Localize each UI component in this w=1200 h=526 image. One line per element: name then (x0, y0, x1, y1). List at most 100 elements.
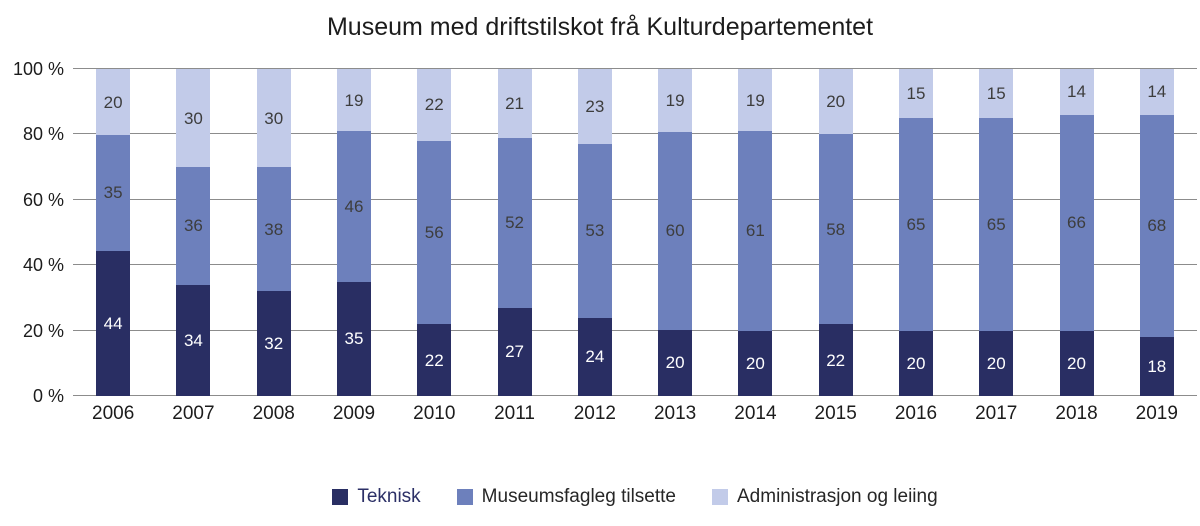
segment-teknisk-2008: 32 (256, 291, 291, 396)
x-axis-label-2013: 2013 (653, 403, 697, 424)
segment-museumsfagleg-tilsette-2014: 61 (738, 131, 773, 331)
x-axis-label-2017: 2017 (975, 403, 1018, 424)
segment-teknisk-2018: 20 (1059, 330, 1094, 396)
y-axis-label-20: 20 % (22, 320, 64, 341)
segment-administrasjon-og-leiing-2006: 20 (96, 69, 131, 136)
segment-administrasjon-og-leiing-2014: 19 (738, 69, 773, 132)
segment-museumsfagleg-tilsette-2012: 53 (577, 144, 612, 318)
segment-administrasjon-og-leiing-2019: 14 (1139, 69, 1174, 115)
segment-administrasjon-og-leiing-2018: 14 (1059, 69, 1094, 115)
x-axis-label-2007: 2007 (172, 403, 215, 424)
segment-museumsfagleg-tilsette-2007: 36 (176, 167, 211, 285)
segment-teknisk-2019: 18 (1139, 337, 1174, 396)
stacked-bar-2018: 14 66 20 (1059, 69, 1094, 396)
legend-item-museumsfagleg-tilsette: Museumsfagleg tilsette (456, 486, 676, 508)
segment-administrasjon-og-leiing-2016: 15 (898, 69, 933, 119)
legend-label-museumsfagleg-tilsette: Museumsfagleg tilsette (481, 486, 676, 507)
segment-teknisk-2011: 27 (497, 307, 532, 396)
x-axis-label-2011: 2011 (494, 403, 535, 424)
bar-column-2018: 14 66 20 (1036, 69, 1116, 396)
stacked-bar-2019: 14 68 18 (1139, 69, 1174, 396)
x-axis-label-2010: 2010 (413, 403, 456, 424)
x-axis-label-2014: 2014 (734, 403, 777, 424)
stacked-bar-2009: 19 46 35 (336, 69, 371, 396)
x-axis-label-2018: 2018 (1055, 403, 1098, 424)
bars-layer: 20 35 44 30 36 34 30 38 32 19 46 35 22 56 22 21 52 27 23 53… (73, 69, 1197, 396)
segment-administrasjon-og-leiing-2017: 15 (979, 69, 1014, 119)
stacked-bar-2008: 30 38 32 (256, 69, 291, 396)
stacked-bar-2017: 15 65 20 (979, 69, 1014, 396)
y-axis-label-0: 0 % (32, 386, 64, 406)
segment-administrasjon-og-leiing-2015: 20 (818, 69, 853, 135)
segment-teknisk-2009: 35 (336, 281, 371, 396)
stacked-bar-2006: 20 35 44 (96, 69, 131, 396)
segment-museumsfagleg-tilsette-2015: 58 (818, 134, 853, 325)
stacked-bar-2011: 21 52 27 (497, 69, 532, 396)
segment-museumsfagleg-tilsette-2013: 60 (658, 131, 693, 330)
segment-museumsfagleg-tilsette-2011: 52 (497, 137, 532, 308)
segment-teknisk-2016: 20 (898, 330, 933, 396)
stacked-bar-2015: 20 58 22 (818, 69, 853, 396)
y-axis-label-100: 100 % (12, 59, 64, 79)
gridline-40 (73, 264, 1197, 266)
segment-museumsfagleg-tilsette-2006: 35 (96, 135, 131, 251)
bar-column-2019: 14 68 18 (1117, 69, 1197, 396)
y-axis-label-60: 60 % (22, 189, 64, 210)
legend-swatch-teknisk (332, 489, 349, 505)
x-axis-label-2006: 2006 (92, 403, 135, 424)
gridline-100 (73, 68, 1197, 69)
plot-area: 0 % 20 % 40 % 60 % 80 % 100 % 20 35 44 30 36 34 30 3… (13, 60, 1197, 405)
segment-administrasjon-og-leiing-2007: 30 (176, 69, 211, 168)
segment-teknisk-2013: 20 (658, 329, 693, 396)
x-axis-label-2019: 2019 (1135, 403, 1178, 424)
gridline-80 (73, 133, 1197, 135)
stacked-bar-2013: 19 60 20 (658, 69, 693, 396)
segment-museumsfagleg-tilsette-2009: 46 (336, 131, 371, 282)
legend-item-teknisk: Teknisk (332, 486, 421, 508)
bar-column-2007: 30 36 34 (153, 69, 233, 396)
x-axis-label-2012: 2012 (573, 403, 616, 424)
segment-teknisk-2012: 24 (577, 317, 612, 396)
stacked-bar-2016: 15 65 20 (898, 69, 933, 396)
bar-column-2014: 19 61 20 (715, 69, 795, 396)
chart-title: Museum med driftstilskot frå Kulturdepar… (326, 13, 874, 41)
bar-column-2008: 30 38 32 (234, 69, 314, 396)
x-axis-label-2016: 2016 (894, 403, 938, 424)
segment-administrasjon-og-leiing-2010: 22 (417, 69, 452, 141)
legend-label-teknisk: Teknisk (357, 486, 421, 507)
gridline-20 (73, 329, 1197, 331)
legend-label-administrasjon-og-leiing: Administrasjon og leiing (737, 486, 938, 507)
bar-column-2010: 22 56 22 (394, 69, 474, 396)
segment-museumsfagleg-tilsette-2010: 56 (417, 140, 452, 325)
legend-swatch-administrasjon-og-leiing (712, 489, 728, 505)
x-axis: 2006 2007 2008 2009 2010 2011 2012 2013 2014 2015… (73, 403, 1197, 425)
gridline-60 (73, 198, 1197, 200)
segment-teknisk-2007: 34 (176, 284, 211, 396)
y-axis-label-40: 40 % (22, 255, 64, 276)
segment-administrasjon-og-leiing-2008: 30 (256, 69, 291, 168)
x-axis-label-2009: 2009 (332, 403, 376, 424)
bar-column-2012: 23 53 24 (555, 69, 635, 396)
segment-teknisk-2006: 44 (96, 250, 131, 396)
stacked-bar-2007: 30 36 34 (176, 69, 211, 396)
segment-museumsfagleg-tilsette-2019: 68 (1139, 114, 1174, 338)
segment-administrasjon-og-leiing-2013: 19 (658, 69, 693, 132)
bar-column-2017: 15 65 20 (956, 69, 1036, 396)
segment-teknisk-2014: 20 (738, 330, 773, 396)
segment-administrasjon-og-leiing-2012: 23 (577, 69, 612, 145)
stacked-bar-2012: 23 53 24 (577, 69, 612, 396)
gridline-0 (73, 395, 1197, 396)
legend-item-administrasjon-og-leiing: Administrasjon og leiing (712, 486, 938, 508)
stacked-bar-2014: 19 61 20 (738, 69, 773, 396)
segment-museumsfagleg-tilsette-2018: 66 (1059, 114, 1094, 331)
x-axis-label-2008: 2008 (252, 403, 295, 424)
bar-column-2009: 19 46 35 (314, 69, 394, 396)
legend-swatch-museumsfagleg-tilsette (456, 489, 473, 505)
bar-column-2016: 15 65 20 (876, 69, 956, 396)
segment-teknisk-2015: 22 (818, 324, 853, 396)
segment-museumsfagleg-tilsette-2008: 38 (256, 167, 291, 292)
legend: Teknisk Museumsfagleg tilsette Administras… (0, 486, 1200, 508)
bar-column-2006: 20 35 44 (73, 69, 153, 396)
segment-museumsfagleg-tilsette-2017: 65 (979, 118, 1014, 331)
